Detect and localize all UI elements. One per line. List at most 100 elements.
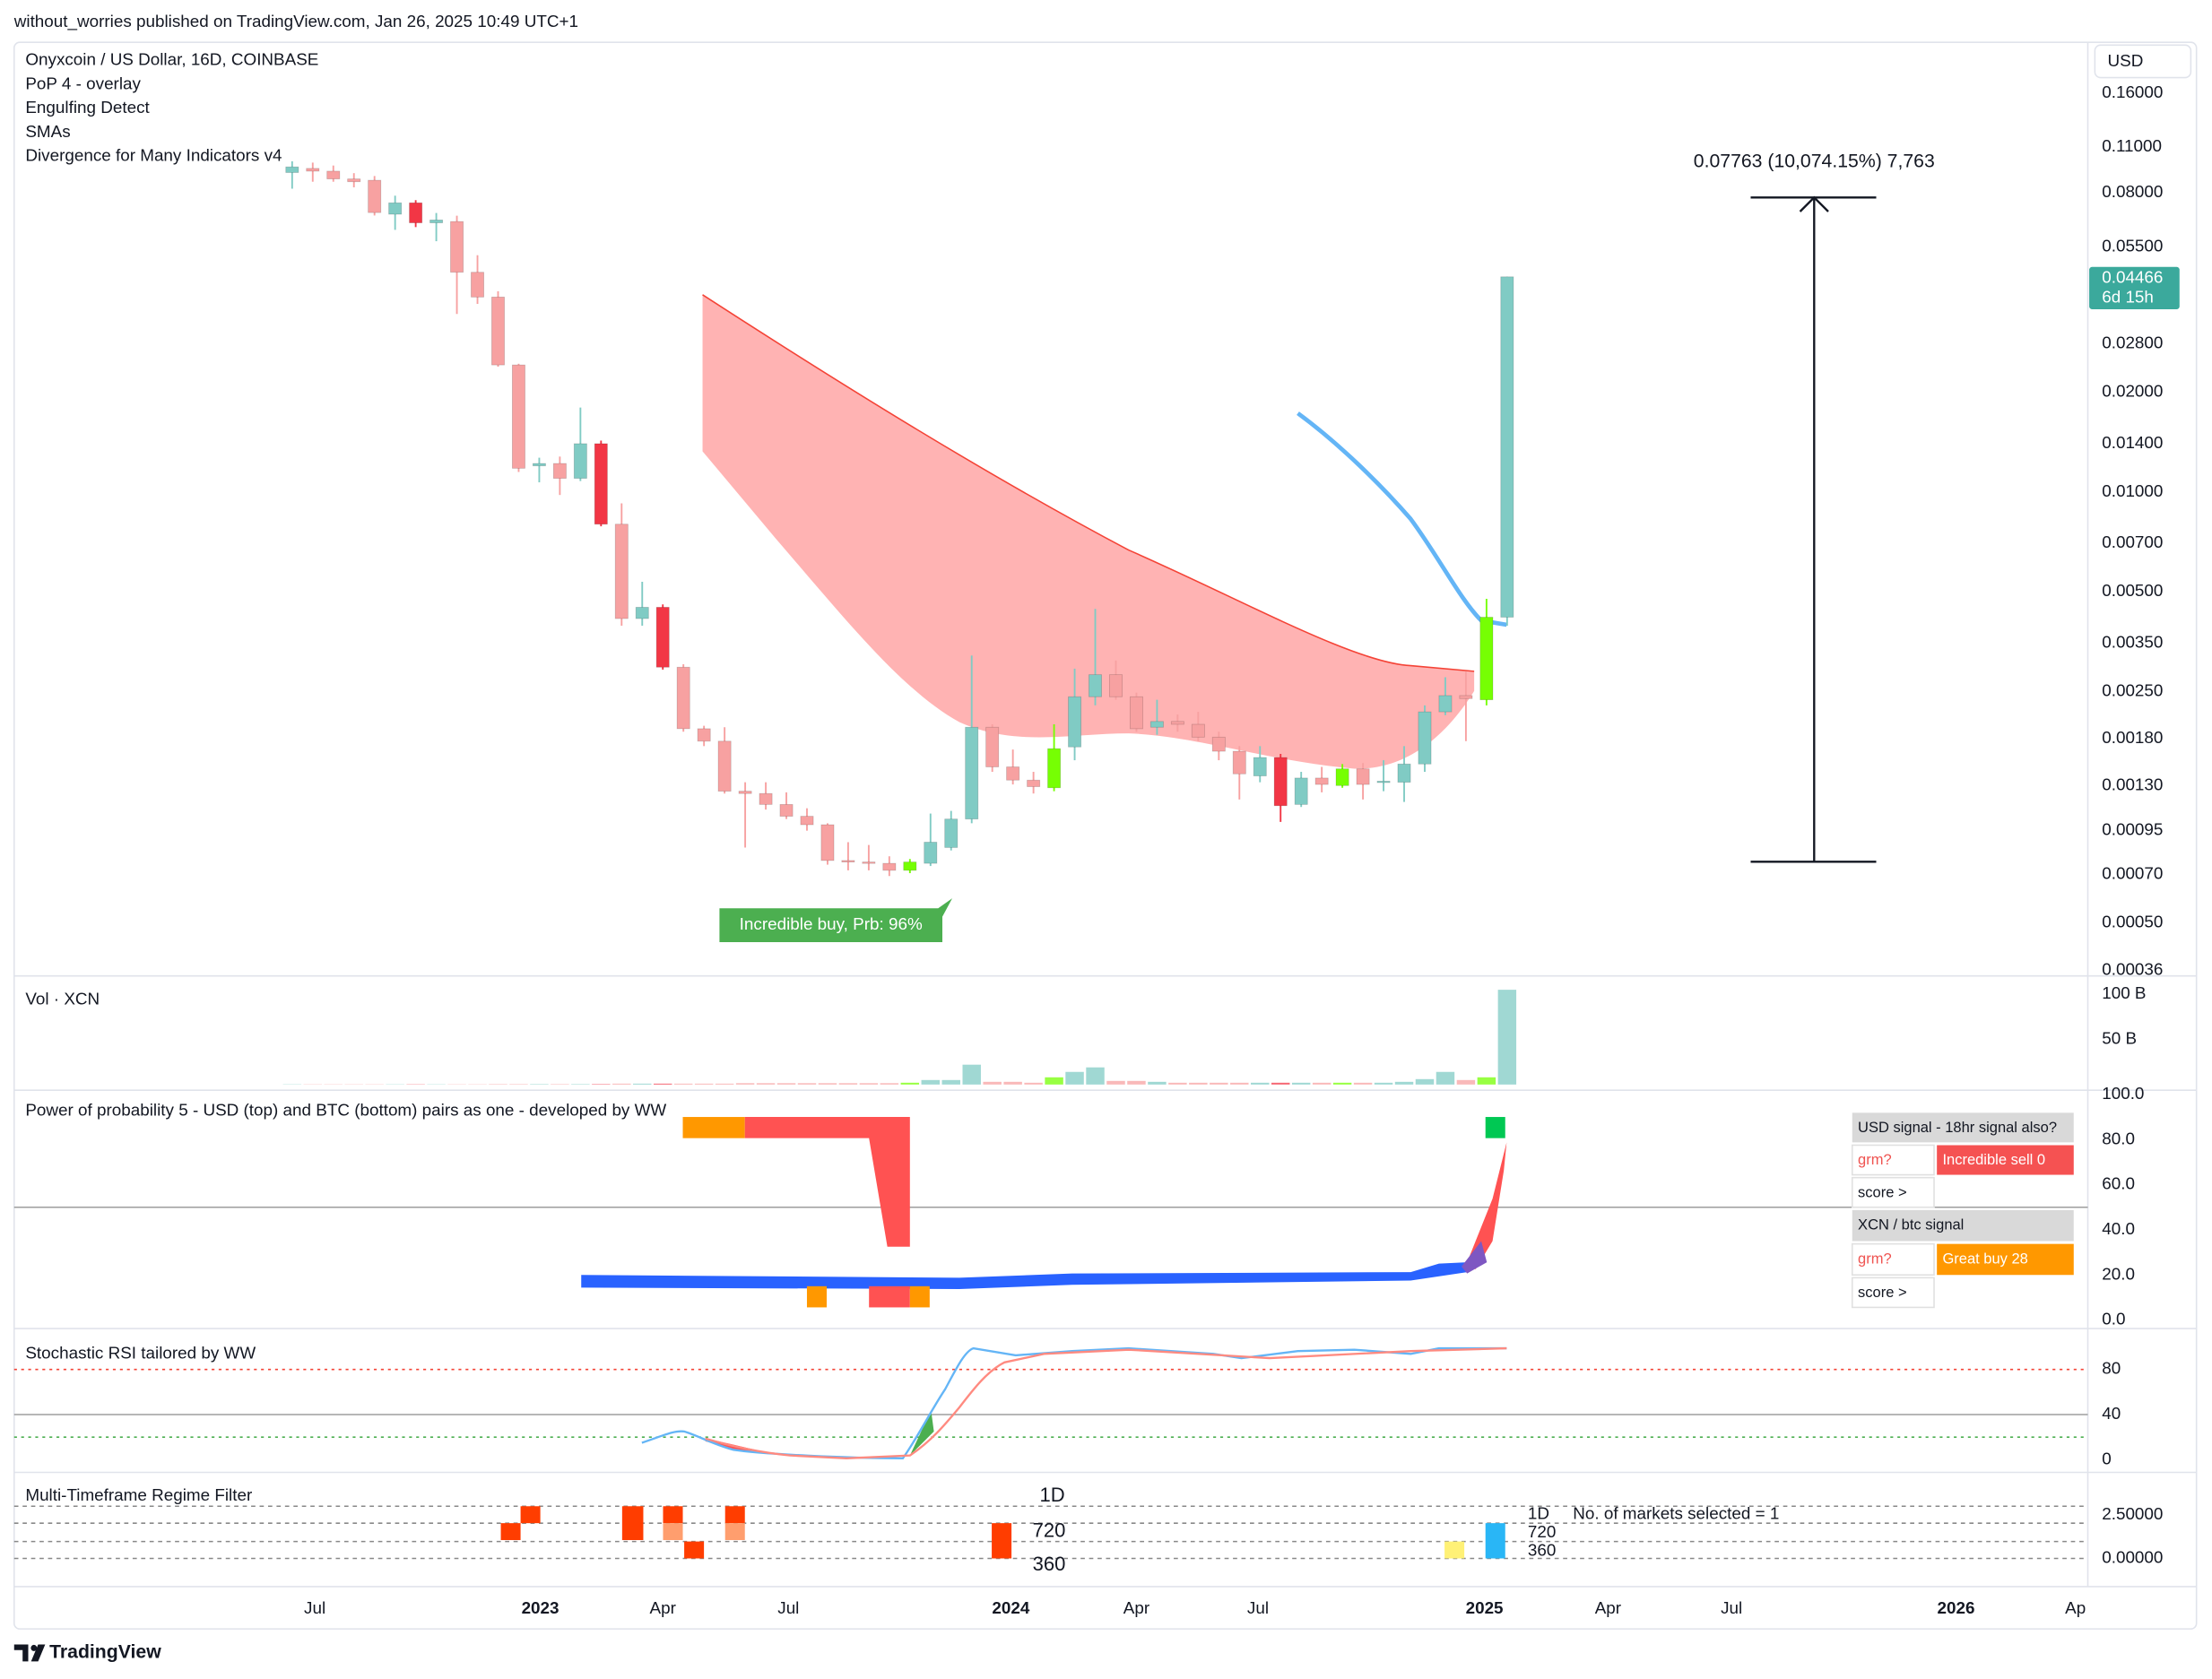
y-tick-label: 0.00250	[2102, 680, 2163, 699]
usd-signal-table: USD signal - 18hr signal also? grm? Incr…	[1851, 1112, 2074, 1208]
candle-body	[1170, 721, 1184, 725]
candle-body	[965, 726, 979, 820]
candle-body	[1109, 674, 1123, 697]
logo-shape	[30, 1644, 38, 1651]
volume-bar	[694, 1083, 714, 1085]
regime-cell	[663, 1523, 683, 1541]
regime-cell	[724, 1523, 745, 1541]
volume-bar	[838, 1083, 858, 1085]
last-price-box	[2089, 266, 2180, 309]
measure-arrow	[1799, 195, 1829, 212]
table-header-text: USD signal - 18hr signal also?	[1858, 1120, 2057, 1136]
table-cell	[1851, 1277, 1935, 1309]
volume-bar	[1271, 1082, 1290, 1085]
candle-body	[347, 178, 361, 183]
candle-body	[924, 842, 938, 864]
candle-body	[1335, 768, 1349, 786]
candle-body	[306, 168, 320, 172]
candle-body	[1089, 674, 1102, 697]
y-tick-label: 20.0	[2102, 1264, 2135, 1283]
y-tick-label: 0.00036	[2102, 959, 2163, 978]
pop-signal	[744, 1117, 910, 1247]
candle-body	[903, 861, 917, 871]
pop-spike	[1461, 1241, 1488, 1274]
candle-body	[635, 607, 649, 619]
x-tick-label: Jul	[304, 1598, 325, 1617]
pop-signal	[869, 1285, 910, 1308]
volume-bar	[797, 1083, 817, 1085]
markets-note: No. of markets selected = 1	[1573, 1504, 1779, 1523]
table-cell-text: score >	[1858, 1285, 1907, 1301]
volume-bar	[489, 1084, 507, 1085]
y-tick-label: 0.00095	[2102, 820, 2163, 839]
candle-body	[1211, 736, 1226, 752]
candle-body	[1027, 779, 1041, 787]
candle-body	[511, 364, 525, 469]
volume-bar	[1210, 1082, 1228, 1085]
pop-signal	[909, 1285, 930, 1308]
volume-bar	[983, 1081, 1002, 1085]
candle-body	[326, 170, 341, 179]
candle-body	[1191, 723, 1205, 738]
y-tick-label: 0.00180	[2102, 728, 2163, 747]
volume-bar	[880, 1083, 899, 1085]
y-tick-label: 0.00070	[2102, 864, 2163, 883]
volume-bar	[551, 1084, 569, 1085]
regime-label: 720	[1033, 1519, 1066, 1541]
pop-signal	[1485, 1117, 1505, 1138]
candle-body	[1047, 748, 1062, 789]
volume-bar	[509, 1084, 528, 1085]
candle-body	[573, 443, 587, 480]
x-tick-label: Apr	[1595, 1598, 1621, 1617]
legend-indicator: PoP 4 - overlay	[25, 74, 141, 92]
y-tick-label: 0.00700	[2102, 532, 2163, 551]
y-tick-label: 40	[2102, 1404, 2121, 1423]
y-tick-label: 0.00500	[2102, 581, 2163, 600]
volume-bar	[1312, 1082, 1332, 1085]
y-tick-label: 50 B	[2102, 1028, 2137, 1047]
regime-cell	[1444, 1541, 1465, 1559]
candle-body	[1438, 695, 1453, 713]
y-tick-label: 0.01000	[2102, 481, 2163, 500]
currency-label[interactable]: USD	[2108, 51, 2144, 70]
table-cell	[1851, 1144, 1935, 1176]
volume-bar	[1374, 1082, 1393, 1085]
volume-bar	[1024, 1082, 1043, 1085]
candle-body	[429, 220, 444, 223]
table-cell	[1937, 1145, 2074, 1175]
currency-button[interactable]	[2094, 44, 2192, 79]
volume-bar	[715, 1083, 734, 1085]
x-tick-label: Apr	[1123, 1598, 1149, 1617]
countdown: 6d 15h	[2102, 287, 2154, 306]
candle-body	[1479, 617, 1494, 701]
volume-bar	[756, 1083, 776, 1085]
candle-body	[1314, 777, 1329, 785]
x-tick-label: 2023	[522, 1598, 560, 1617]
candle-body	[388, 202, 403, 215]
y-tick-label: 0.01400	[2102, 433, 2163, 452]
volume-bar	[941, 1079, 960, 1085]
volume-bar	[1230, 1082, 1249, 1085]
candle-body	[450, 221, 464, 273]
candle-body	[1068, 696, 1082, 748]
logo-shape	[30, 1644, 46, 1662]
candle-body	[285, 166, 299, 173]
candle-body	[594, 443, 608, 525]
candle-body	[1397, 763, 1411, 783]
legend-indicator: SMAs	[25, 122, 70, 141]
candle-body	[1129, 696, 1143, 730]
regime-label: 720	[1528, 1522, 1556, 1541]
pop-overlay-band	[702, 294, 1475, 769]
published-header: without_worries published on TradingView…	[13, 12, 578, 31]
candle-body	[1232, 750, 1246, 775]
legend-symbol: Onyxcoin / US Dollar, 16D, COINBASE	[25, 50, 318, 69]
candle-body	[1294, 777, 1308, 805]
volume-bar	[735, 1083, 755, 1085]
candle-body	[985, 726, 1000, 767]
volume-bar	[776, 1083, 796, 1085]
y-tick-label: 0.05500	[2102, 236, 2163, 255]
regime-cell	[684, 1541, 705, 1559]
regime-cell	[663, 1506, 683, 1524]
volume-bar	[1065, 1071, 1084, 1085]
